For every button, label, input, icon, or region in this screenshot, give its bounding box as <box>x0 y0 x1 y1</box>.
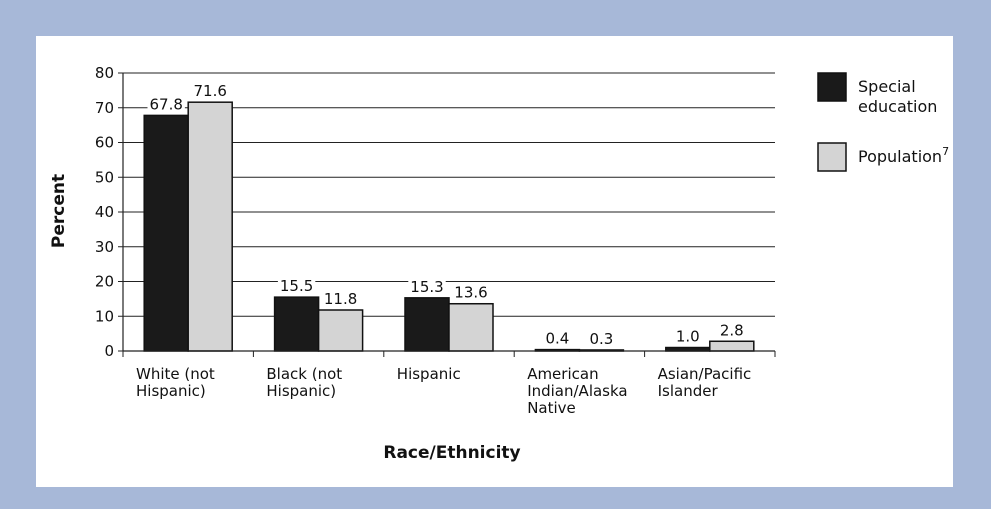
legend-label: Special <box>858 77 916 96</box>
data-label-background <box>408 277 446 296</box>
bar <box>187 101 233 352</box>
data-label-background <box>543 329 572 348</box>
data-label: 71.6 <box>193 82 226 100</box>
data-label-background <box>277 277 316 296</box>
data-label-background <box>191 82 229 101</box>
y-tick-label: 20 <box>95 273 114 291</box>
data-label-background <box>717 321 746 340</box>
data-label: 11.8 <box>324 290 357 308</box>
chart-panel: 67.8 71.6 15.5 11.8 15.3 13.6 0.4 0.3 1.0 2.8 0 10… <box>36 36 953 487</box>
data-label-background <box>147 95 185 114</box>
x-category-label: American <box>527 365 598 383</box>
data-label: 2.8 <box>720 321 744 339</box>
y-tick-label: 30 <box>95 238 114 256</box>
legend-footnote-marker: 7 <box>942 145 949 158</box>
y-tick-label: 60 <box>95 134 114 152</box>
y-tick-label: 0 <box>104 342 114 360</box>
x-category-label: Hispanic) <box>136 382 206 400</box>
legend-swatch <box>817 72 847 102</box>
x-axis-title: Race/Ethnicity <box>383 443 520 463</box>
data-label-background <box>587 329 616 348</box>
bar <box>448 302 494 352</box>
x-category-label: Native <box>527 399 576 417</box>
data-label: 15.5 <box>280 277 313 295</box>
data-label: 15.3 <box>410 278 443 296</box>
data-label-background <box>452 283 490 302</box>
data-label: 67.8 <box>149 95 182 113</box>
bar-chart: 67.8 71.6 15.5 11.8 15.3 13.6 0.4 0.3 1.0 2.8 0 10… <box>49 64 949 463</box>
bar <box>709 340 755 352</box>
y-axis-title: Percent <box>49 174 69 248</box>
x-category-label: Black (not <box>266 365 342 383</box>
y-tick-label: 10 <box>95 307 114 325</box>
data-label: 0.3 <box>589 330 613 348</box>
data-label: 13.6 <box>454 284 487 302</box>
data-label-background <box>321 289 360 308</box>
x-category-label: White (not <box>136 365 215 383</box>
bars <box>143 101 755 352</box>
data-label: 0.4 <box>545 330 569 348</box>
y-tick-label: 70 <box>95 99 114 117</box>
bar <box>404 297 450 352</box>
x-category-label: Indian/Alaska <box>527 382 627 400</box>
bar <box>143 114 189 352</box>
bar <box>273 296 320 352</box>
y-tick-label: 40 <box>95 203 114 221</box>
axes <box>118 72 776 357</box>
legend-label: education <box>858 97 937 116</box>
legend-swatch <box>817 142 847 172</box>
data-label: 1.0 <box>676 328 700 346</box>
y-tick-label: 50 <box>95 168 114 186</box>
legend-label: Population7 <box>858 145 949 166</box>
x-category-label: Asian/Pacific <box>658 365 752 383</box>
bar <box>317 309 364 352</box>
x-category-label: Hispanic <box>397 365 461 383</box>
x-category-label: Hispanic) <box>266 382 336 400</box>
data-labels: 67.8 71.6 15.5 11.8 15.3 13.6 0.4 0.3 1.0 2.8 <box>147 82 746 348</box>
y-tick-label: 80 <box>95 64 114 82</box>
y-tick-labels: 0 10 20 30 40 50 60 70 80 <box>95 64 114 360</box>
x-category-label: Islander <box>658 382 719 400</box>
data-label-background <box>673 327 702 346</box>
